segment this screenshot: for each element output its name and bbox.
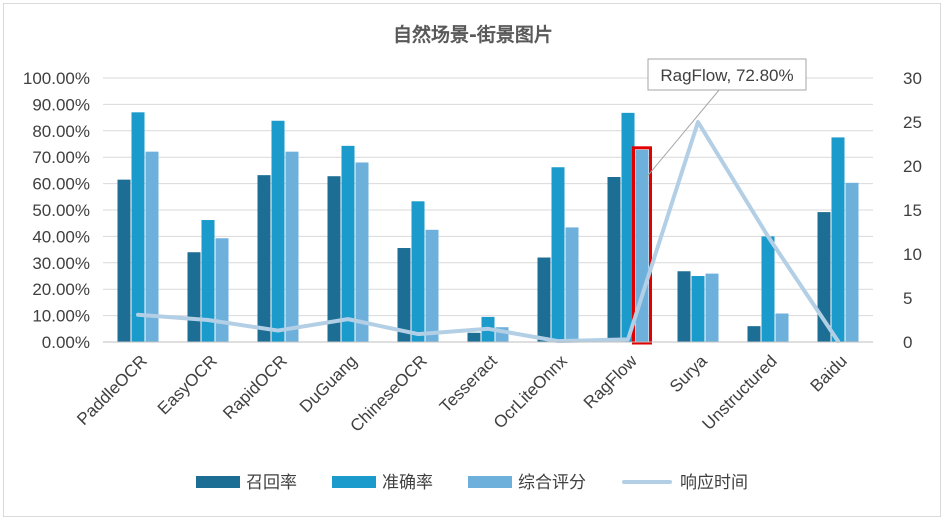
bar-0 [467, 332, 481, 342]
legend-swatch [196, 476, 240, 488]
bar-0 [257, 175, 271, 342]
category-label: EasyOCR [154, 351, 221, 418]
legend-label: 召回率 [246, 473, 297, 493]
left-tick-label: 50.00% [32, 201, 90, 220]
highlight-marker [632, 146, 652, 345]
right-tick-label: 5 [903, 289, 912, 308]
left-tick-label: 80.00% [32, 122, 90, 141]
bar-0 [677, 271, 691, 342]
bar-0 [397, 248, 411, 342]
right-axis: 0 5 10 15 20 25 30 [903, 69, 922, 352]
legend-label: 综合评分 [518, 473, 586, 493]
chart-title: 自然场景-街景图片 [393, 23, 553, 46]
left-tick-label: 40.00% [32, 227, 90, 246]
legend-swatch [468, 476, 512, 488]
category-label: PaddleOCR [73, 351, 151, 429]
bar-0 [327, 176, 341, 342]
bar-0 [747, 326, 761, 342]
bar-2 [845, 182, 859, 342]
bar-2 [355, 162, 369, 342]
bar-1 [621, 112, 635, 343]
category-label: RagFlow [580, 351, 641, 412]
left-tick-label: 10.00% [32, 307, 90, 326]
bar-2 [145, 151, 159, 342]
legend-swatch [332, 476, 376, 488]
line-响应时间 [136, 120, 840, 344]
bar-1 [831, 137, 845, 342]
category-label: RapidOCR [219, 351, 291, 423]
bar-2 [285, 151, 299, 342]
bar-0 [817, 212, 831, 342]
bar-1 [411, 201, 425, 342]
right-tick-label: 30 [903, 69, 922, 88]
callout-box [647, 58, 807, 91]
left-tick-label: 60.00% [32, 175, 90, 194]
bar-1 [691, 276, 705, 342]
bar-0 [187, 252, 201, 342]
left-tick-label: 0.00% [42, 333, 90, 352]
bar-1 [201, 220, 215, 342]
category-label: Surya [666, 351, 711, 396]
bar-2 [705, 273, 719, 342]
right-tick-label: 25 [903, 113, 922, 132]
legend: 召回率 准确率 综合评分 响应时间 [196, 473, 748, 493]
category-label: Unstructured [699, 351, 781, 433]
callout-leader [645, 89, 720, 179]
left-axis: 0.00% 10.00% 20.00% 30.00% 40.00% 50.00% 60.00… [23, 69, 90, 352]
category-label: OcrLiteOnnx [490, 351, 571, 432]
left-tick-label: 100.00% [23, 69, 90, 88]
bar-0 [607, 177, 621, 342]
bar-1 [271, 120, 285, 342]
callout-label: RagFlow, 72.80% [660, 66, 793, 85]
bar-1 [761, 236, 775, 342]
category-label: Baidu [807, 351, 851, 395]
bar-1 [341, 145, 355, 342]
callout: RagFlow, 72.80% [645, 58, 807, 179]
legend-label: 响应时间 [680, 473, 748, 493]
left-tick-label: 70.00% [32, 148, 90, 167]
right-tick-label: 15 [903, 201, 922, 220]
bar-0 [537, 257, 551, 342]
legend-label: 准确率 [382, 473, 433, 493]
bar-1 [551, 167, 565, 342]
left-tick-label: 30.00% [32, 254, 90, 273]
right-tick-label: 10 [903, 245, 922, 264]
category-label: DuGuang [296, 351, 361, 416]
bar-1 [131, 112, 145, 342]
bar-2 [215, 238, 229, 342]
line-series [136, 120, 840, 344]
left-tick-label: 20.00% [32, 280, 90, 299]
bar-2 [775, 313, 789, 342]
bar-2 [565, 227, 579, 342]
bar-2 [425, 229, 439, 342]
bar-2 [635, 149, 649, 342]
category-label: Tesseract [436, 351, 501, 416]
bar-0 [117, 179, 131, 342]
left-tick-label: 90.00% [32, 95, 90, 114]
right-tick-label: 0 [903, 333, 912, 352]
bar-series [117, 112, 859, 345]
right-tick-label: 20 [903, 157, 922, 176]
